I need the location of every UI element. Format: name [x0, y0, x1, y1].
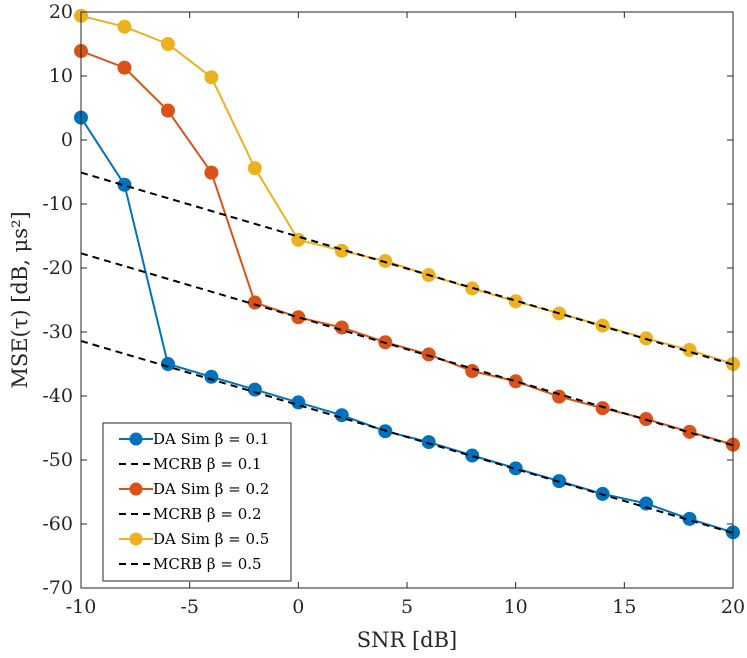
series-da-sim-0-1	[74, 110, 740, 540]
y-tick-label: -50	[42, 449, 73, 471]
legend-label: DA Sim β = 0.1	[153, 430, 269, 448]
x-axis-label: SNR [dB]	[357, 628, 458, 652]
y-tick-label: -60	[42, 513, 73, 535]
legend-item: MCRB β = 0.5	[119, 555, 262, 573]
x-tick-label: 20	[721, 596, 745, 618]
data-point	[247, 161, 262, 176]
series-mcrb-0-2	[80, 252, 734, 447]
legend-label: DA Sim β = 0.5	[153, 530, 269, 548]
series-da-sim-0-2	[74, 44, 740, 452]
y-tick-label: -70	[42, 577, 73, 599]
y-tick-label: 10	[49, 65, 73, 87]
series-da-sim-0-5	[74, 8, 740, 371]
legend-label: MCRB β = 0.2	[153, 505, 262, 523]
sim-line	[80, 50, 734, 446]
y-axis-label: MSE(τ) [dB, μs²]	[8, 211, 32, 388]
x-tick-label: 10	[504, 596, 528, 618]
mcrb-line	[80, 252, 734, 447]
data-point	[508, 461, 523, 476]
y-tick-label: -30	[42, 321, 73, 343]
legend-item: DA Sim β = 0.1	[119, 430, 269, 448]
legend-label: MCRB β = 0.1	[153, 455, 262, 473]
x-tick-label: 15	[612, 596, 636, 618]
data-point	[204, 369, 219, 384]
data-point	[117, 60, 132, 75]
legend-item: DA Sim β = 0.2	[119, 480, 269, 498]
data-point	[117, 177, 132, 192]
data-point	[639, 496, 654, 511]
mcrb-line	[80, 171, 734, 366]
data-point	[465, 448, 480, 463]
series-mcrb-0-5	[80, 171, 734, 366]
legend-box	[102, 422, 292, 582]
data-point	[421, 435, 436, 450]
data-point	[508, 374, 523, 389]
y-tick-label: 0	[61, 129, 73, 151]
legend-item: DA Sim β = 0.5	[119, 530, 269, 548]
sim-line	[80, 14, 734, 365]
data-point	[204, 70, 219, 85]
plot-area	[74, 8, 740, 540]
data-point	[291, 310, 306, 325]
data-point	[204, 165, 219, 180]
y-tick-label: -10	[42, 193, 73, 215]
legend: DA Sim β = 0.1 MCRB β = 0.1 DA Sim β = 0.2…	[102, 422, 292, 582]
legend-marker	[129, 482, 143, 496]
data-point	[160, 357, 175, 371]
data-point	[247, 295, 262, 310]
data-point	[508, 294, 523, 309]
data-point	[595, 401, 610, 416]
legend-marker	[129, 532, 143, 546]
legend-label: DA Sim β = 0.2	[153, 480, 269, 498]
legend-marker	[129, 432, 143, 446]
legend-item: MCRB β = 0.2	[119, 505, 262, 523]
data-point	[160, 37, 175, 51]
data-point	[421, 347, 436, 362]
legend-item: MCRB β = 0.1	[119, 455, 262, 473]
x-tick-label: -5	[180, 596, 199, 618]
mcrb-line	[80, 340, 734, 534]
data-point	[682, 424, 697, 439]
data-point	[117, 19, 132, 34]
x-tick-label: 5	[401, 596, 413, 618]
series-mcrb-0-1	[80, 340, 734, 534]
legend-label: MCRB β = 0.5	[153, 555, 262, 573]
y-tick-label: 20	[49, 1, 73, 23]
data-point	[160, 103, 175, 118]
y-tick-label: -40	[42, 385, 73, 407]
data-point	[378, 253, 393, 268]
x-tick-label: -10	[66, 596, 97, 618]
x-tick-label: 0	[292, 596, 304, 618]
y-tick-label: -20	[42, 257, 73, 279]
